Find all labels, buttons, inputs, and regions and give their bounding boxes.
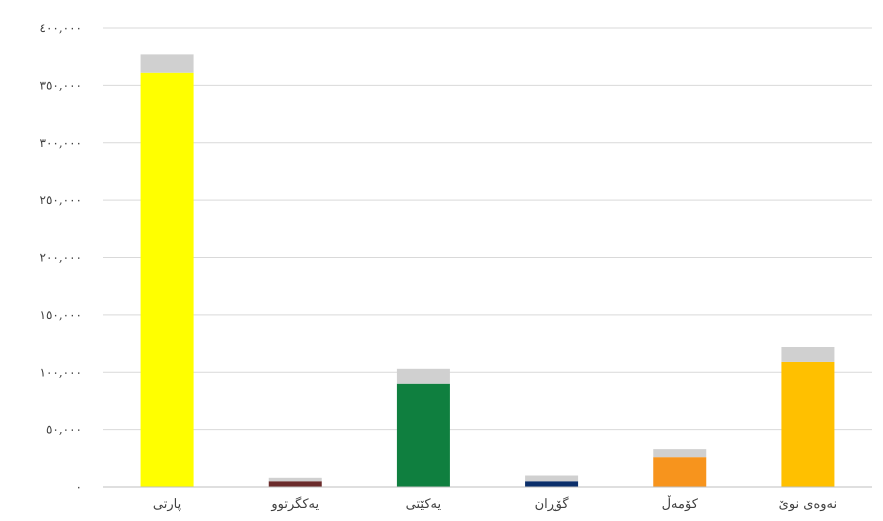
y-tick-label: ٣٥٠,٠٠٠	[40, 78, 83, 92]
gridlines	[103, 28, 872, 430]
x-category-label: گۆڕان	[535, 496, 570, 512]
bar-segment-main-5	[781, 362, 834, 487]
x-category-label: یەکگرتوو	[270, 496, 319, 512]
bar-segment-main-2	[397, 384, 450, 487]
bars	[141, 54, 835, 487]
bar-segment-main-1	[269, 481, 322, 487]
y-tick-label: ٠	[76, 480, 82, 494]
y-tick-label: ٥٠,٠٠٠	[46, 423, 82, 437]
x-category-label: کۆمەڵ	[662, 494, 699, 512]
bar-segment-top-4	[653, 449, 706, 457]
bar-segment-top-5	[781, 347, 834, 362]
bar-segment-top-0	[141, 54, 194, 72]
y-tick-label: ١٠٠,٠٠٠	[40, 365, 83, 379]
x-category-label: پارتی	[153, 497, 182, 512]
y-tick-label: ١٥٠,٠٠٠	[40, 308, 83, 322]
x-axis-category-labels: پارتی یەکگرتوو یەکێتی گۆڕان کۆمەڵ نەوەی نوێ	[153, 494, 837, 512]
x-category-label: نەوەی نوێ	[779, 497, 838, 512]
y-tick-label: ٢٠٠,٠٠٠	[40, 251, 83, 265]
y-tick-label: ٤٠٠,٠٠٠	[40, 21, 83, 35]
bar-segment-main-3	[525, 481, 578, 487]
bar-segment-main-0	[141, 73, 194, 487]
bar-segment-main-4	[653, 457, 706, 487]
y-axis-tick-labels: ٠ ٥٠,٠٠٠ ١٠٠,٠٠٠ ١٥٠,٠٠٠ ٢٠٠,٠٠٠ ٢٥٠,٠٠٠ ٣٠٠,٠…	[40, 21, 83, 494]
bar-segment-top-2	[397, 369, 450, 384]
bar-segment-top-1	[269, 478, 322, 481]
y-tick-label: ٢٥٠,٠٠٠	[40, 193, 83, 207]
bar-segment-top-3	[525, 476, 578, 482]
y-tick-label: ٣٠٠,٠٠٠	[40, 136, 83, 150]
x-category-label: یەکێتی	[406, 497, 442, 512]
